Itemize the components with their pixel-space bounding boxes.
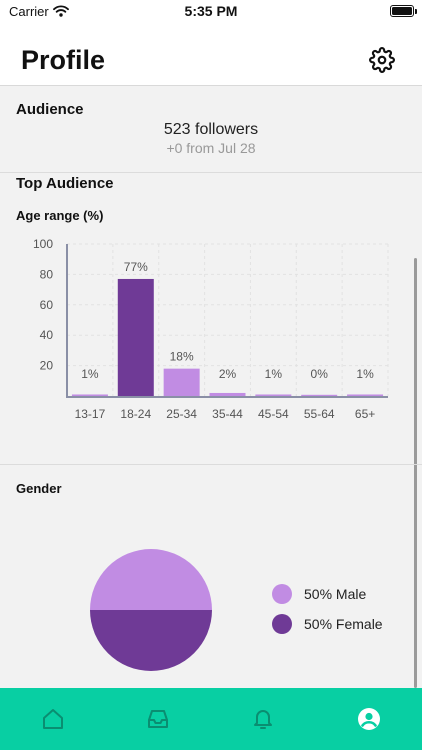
bar-45-54 <box>255 394 292 396</box>
x-tick-label: 35-44 <box>212 407 243 421</box>
scrollbar[interactable] <box>414 258 417 688</box>
data-label: 1% <box>81 367 99 381</box>
x-tick-label: 45-54 <box>258 407 289 421</box>
bar-25-34 <box>163 368 200 396</box>
legend-swatch-male <box>272 584 292 604</box>
inbox-icon[interactable] <box>146 707 170 731</box>
legend-label-female: 50% Female <box>304 616 383 632</box>
y-tick-label: 20 <box>40 359 54 373</box>
legend-item-male: 50% Male <box>272 583 366 605</box>
tab-bar <box>0 688 422 750</box>
page-title: Profile <box>21 45 106 75</box>
x-tick-label: 55-64 <box>304 407 335 421</box>
data-label: 1% <box>265 367 283 381</box>
pie-slice-female <box>90 610 212 671</box>
nav-header: Profile <box>0 24 422 86</box>
x-tick-label: 13-17 <box>75 407 106 421</box>
bell-icon[interactable] <box>251 707 275 731</box>
age-range-subtitle: Age range (%) <box>16 208 104 223</box>
legend-swatch-female <box>272 614 292 634</box>
y-tick-label: 60 <box>40 298 54 312</box>
wifi-icon <box>53 5 69 17</box>
age-range-chart: 20 40 60 80 100 1% 13-17 77% 18-24 18% 25-34 2% 35-4… <box>33 237 389 421</box>
x-tick-label: 25-34 <box>166 407 197 421</box>
x-tick-label: 18-24 <box>120 407 151 421</box>
profile-icon[interactable] <box>357 707 381 731</box>
data-label: 2% <box>219 367 237 381</box>
top-audience-title: Top Audience <box>16 175 114 192</box>
data-label: 77% <box>124 260 148 274</box>
data-label: 0% <box>311 367 329 381</box>
legend-label-male: 50% Male <box>304 586 367 602</box>
data-label: 18% <box>170 350 194 364</box>
y-tick-label: 40 <box>40 328 54 342</box>
y-tick-label: 100 <box>33 237 53 251</box>
gear-icon[interactable] <box>369 47 395 73</box>
status-time: 5:35 PM <box>184 3 238 19</box>
followers-change: +0 from Jul 28 <box>166 140 256 156</box>
data-label: 1% <box>356 367 374 381</box>
audience-title: Audience <box>16 101 84 118</box>
section-divider <box>0 464 422 465</box>
bar-13-17 <box>71 394 108 396</box>
section-divider <box>0 172 422 173</box>
x-tick-label: 65+ <box>355 407 375 421</box>
gender-pie-chart <box>90 549 212 671</box>
followers-count: 523 followers <box>163 121 259 138</box>
bar-55-64 <box>301 394 338 396</box>
carrier-label: Carrier <box>9 4 49 19</box>
battery-icon <box>390 5 417 17</box>
status-bar: Carrier 5:35 PM <box>0 0 422 24</box>
pie-slice-male <box>90 549 212 610</box>
legend-item-female: 50% Female <box>272 613 383 635</box>
gender-subtitle: Gender <box>16 481 62 496</box>
y-tick-label: 80 <box>40 267 54 281</box>
bar-65+ <box>347 394 384 396</box>
bar-35-44 <box>209 392 246 396</box>
home-icon[interactable] <box>41 707 65 731</box>
bar-18-24 <box>117 278 154 396</box>
